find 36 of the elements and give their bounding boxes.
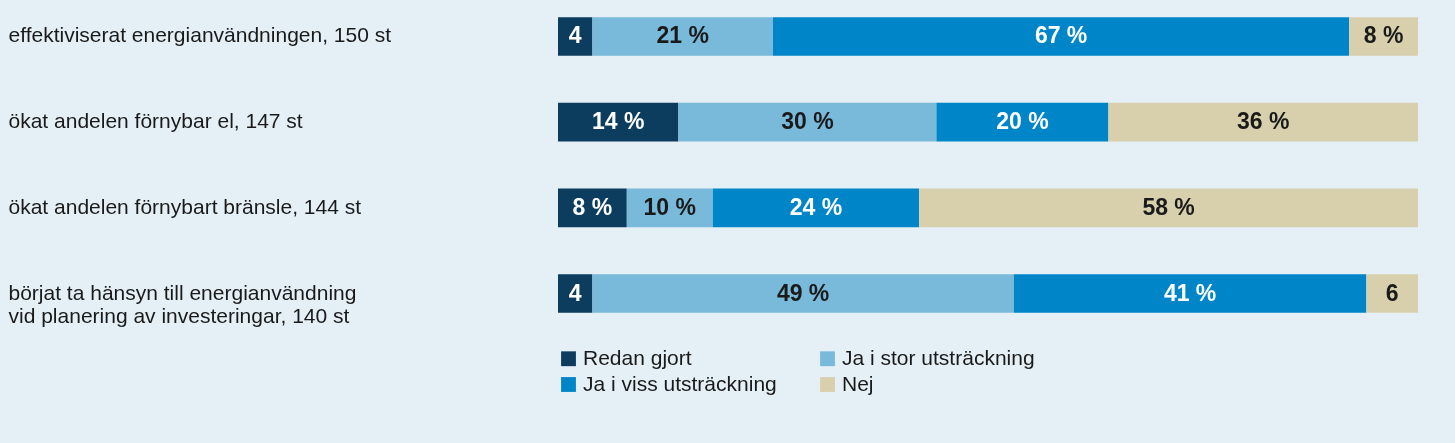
legend-label: Redan gjort: [583, 345, 692, 369]
y-tick-label: börjat ta hänsyn till energianvändning vid planering av investeringar, 140 st: [8, 280, 357, 327]
data-label: 10 %: [643, 193, 697, 220]
data-label: 8 %: [1363, 22, 1404, 49]
bar: [558, 17, 593, 56]
data-label: 14 %: [591, 108, 645, 135]
y-tick-label: effektiviserat energianvändningen, 150 st: [8, 23, 392, 47]
bar: [678, 102, 937, 142]
legend-label: Ja i viss utsträckning: [583, 371, 777, 395]
data-label: 6: [1385, 279, 1399, 306]
bar: [592, 17, 773, 56]
bar: [558, 274, 593, 313]
bar: [712, 188, 920, 228]
data-label: 36 %: [1236, 108, 1290, 135]
data-label: 4: [568, 279, 582, 306]
bar: [919, 188, 1418, 228]
bar: [936, 102, 1109, 142]
y-tick-label: ökat andelen förnybar el, 147 st: [8, 109, 303, 133]
data-label: 67 %: [1034, 22, 1088, 49]
bar: [1366, 274, 1418, 313]
bar: [1013, 274, 1367, 313]
data-label: 21 %: [656, 22, 709, 49]
data-label: 30 %: [781, 108, 834, 135]
data-label: 4: [568, 22, 582, 49]
data-label: 58 %: [1142, 193, 1195, 220]
bar: [592, 274, 1014, 313]
data-label: 8 %: [572, 193, 613, 220]
data-label: 41 %: [1163, 279, 1217, 306]
data-label: 20 %: [996, 108, 1049, 135]
legend-label: Nej: [842, 371, 874, 395]
bar: [773, 17, 1350, 56]
y-tick-label: ökat andelen förnybart bränsle, 144 st: [8, 194, 362, 218]
data-label: 49 %: [776, 279, 830, 306]
data-label: 24 %: [789, 193, 843, 220]
legend-label: Ja i stor utsträckning: [842, 345, 1035, 369]
bar: [1108, 102, 1418, 142]
